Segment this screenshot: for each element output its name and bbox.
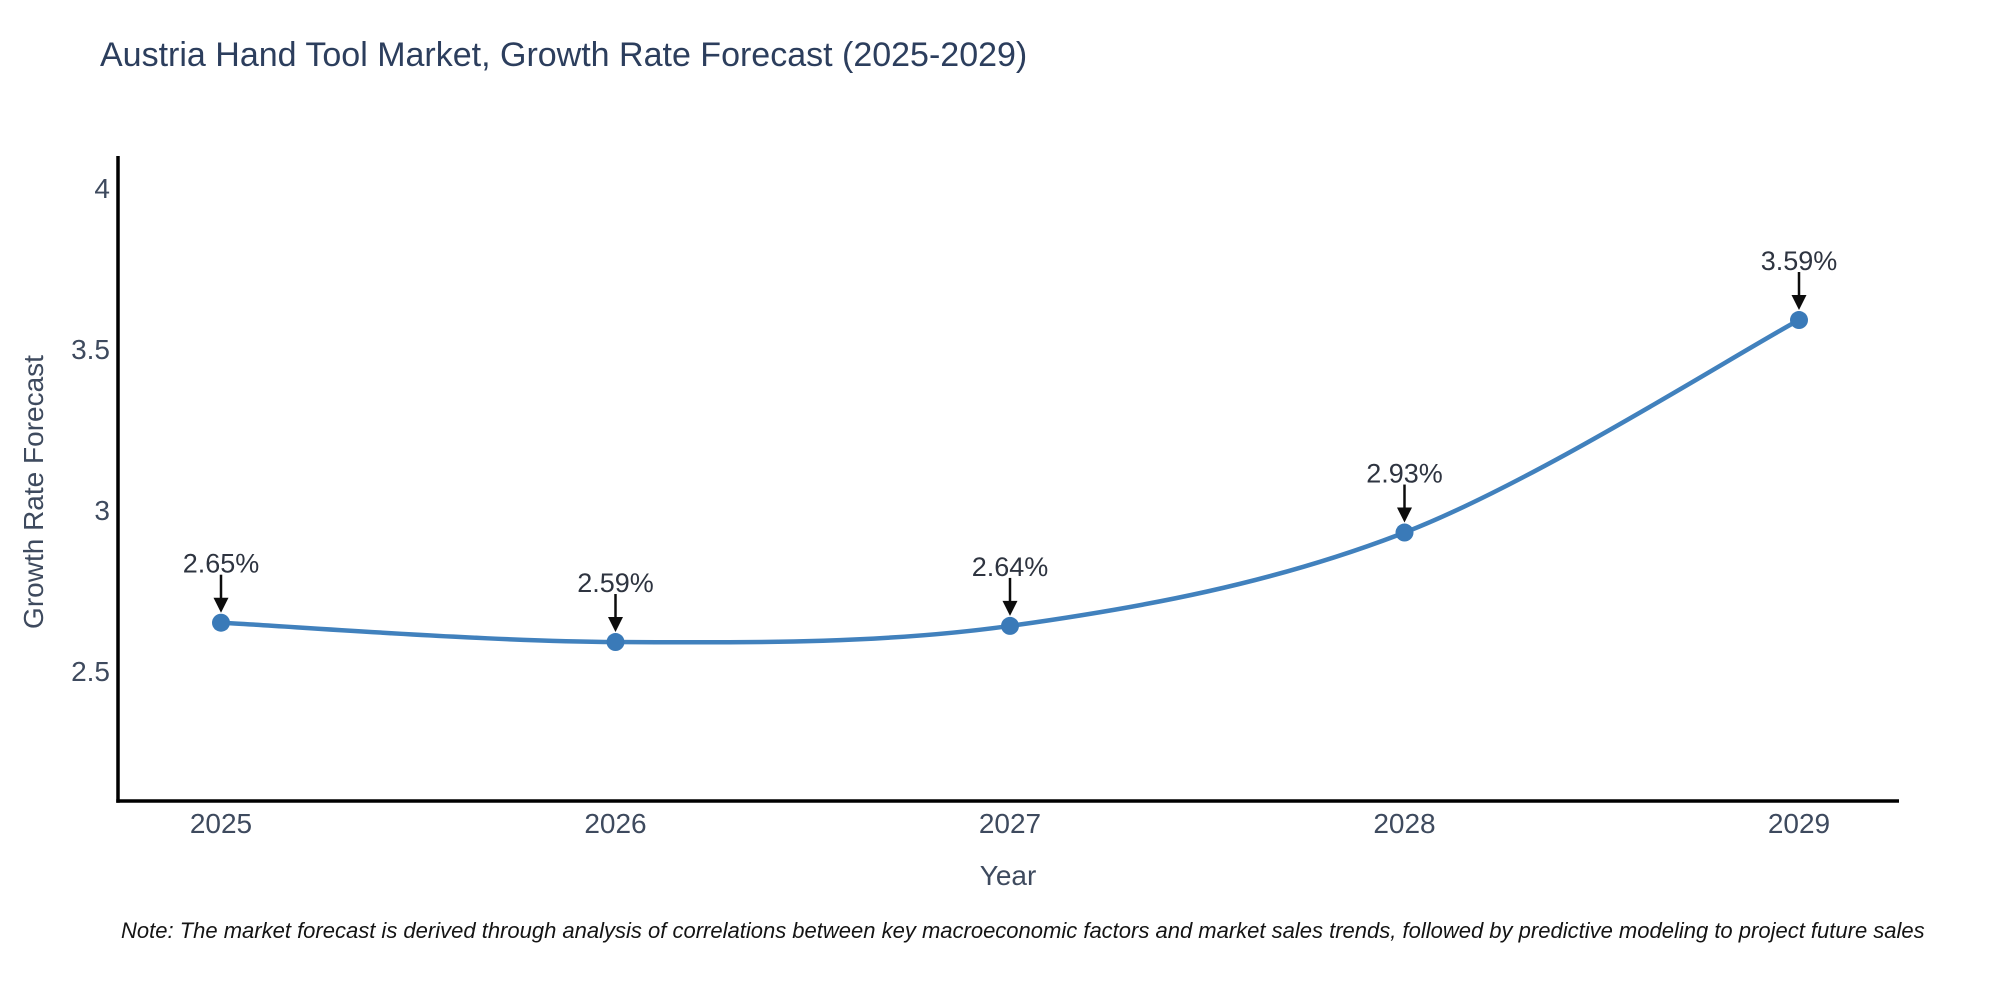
data-point-marker <box>1001 616 1019 635</box>
annotation-arrow-head <box>1397 507 1412 523</box>
point-annotation: 2.64% <box>972 552 1049 582</box>
x-tick-label: 2027 <box>979 808 1041 839</box>
x-tick-label: 2029 <box>1768 808 1830 839</box>
y-tick-label: 4 <box>94 173 110 204</box>
x-tick-label: 2025 <box>190 808 252 839</box>
annotation-arrow-head <box>1002 600 1018 616</box>
y-tick-label: 3 <box>94 495 110 526</box>
trend-line <box>218 317 1802 645</box>
y-tick-label: 3.5 <box>71 334 110 365</box>
x-tick-label: 2026 <box>584 808 646 839</box>
point-annotation: 2.59% <box>577 568 654 598</box>
point-annotation: 3.59% <box>1761 246 1838 276</box>
footnote: Note: The market forecast is derived thr… <box>121 918 1925 943</box>
point-annotation: 2.65% <box>183 549 260 579</box>
y-tick-label: 2.5 <box>71 656 110 687</box>
annotation-arrow-head <box>608 617 623 633</box>
annotation-arrow-head <box>213 597 229 613</box>
data-point-marker <box>606 633 625 652</box>
point-annotation: 2.93% <box>1366 459 1443 489</box>
annotation-arrow-head <box>1791 295 1807 311</box>
data-point-marker <box>1790 311 1808 330</box>
x-tick-label: 2028 <box>1373 808 1435 839</box>
data-point-marker <box>1395 523 1414 542</box>
chart-title: Austria Hand Tool Market, Growth Rate Fo… <box>100 36 1028 74</box>
x-axis-title: Year <box>979 860 1037 891</box>
data-point-marker <box>212 613 230 632</box>
